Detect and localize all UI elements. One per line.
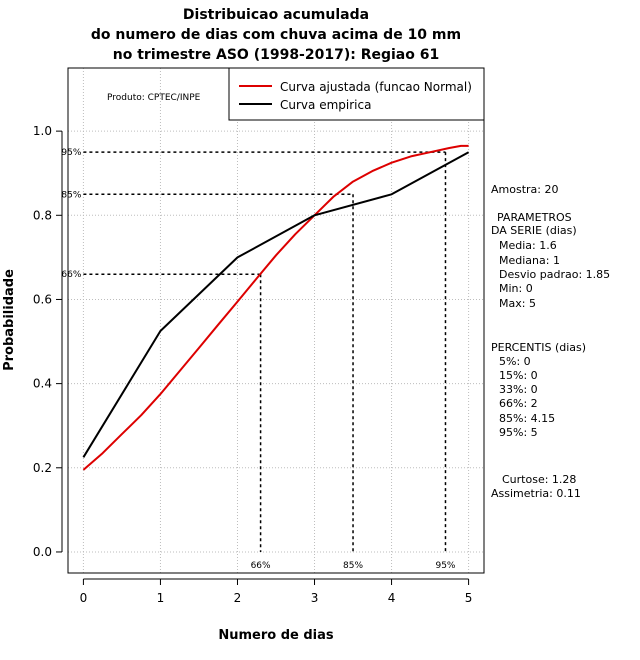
legend-label-fitted: Curva ajustada (funcao Normal) [280, 80, 472, 94]
series-line-0 [82, 144, 469, 471]
stat-max: Max: 5 [499, 297, 536, 310]
chart-title-line-1: Distribuicao acumulada [183, 7, 369, 23]
plot-frame [67, 67, 485, 574]
x-tick-label-4: 4 [388, 591, 396, 605]
y-tick-label-1: 0.2 [33, 461, 52, 475]
stat-p5: 5%: 0 [499, 355, 531, 368]
stat-p15: 15%: 0 [499, 369, 538, 382]
stat-p85: 85%: 4.15 [499, 412, 556, 425]
stat-parametros-title: PARAMETROS [497, 211, 572, 224]
legend-box [228, 67, 485, 121]
y-tick-label-2: 0.4 [33, 377, 52, 391]
percentile-label-y-1: 85% [61, 190, 81, 200]
x-tick-label-2: 2 [234, 591, 242, 605]
legend-label-empirical: Curva empirica [280, 98, 371, 112]
producer-note: Produto: CPTEC/INPE [107, 93, 201, 103]
stat-assimetria: Assimetria: 0.11 [491, 487, 581, 500]
percentile-label-x-2: 95% [435, 561, 455, 571]
y-tick-label-5: 1.0 [33, 124, 52, 138]
y-tick-label-0: 0.0 [33, 545, 52, 559]
x-tick-label-0: 0 [80, 591, 88, 605]
chart-title-line-2: do numero de dias com chuva acima de 10 … [91, 27, 461, 43]
x-tick-label-3: 3 [311, 591, 319, 605]
y-axis-label: Probabilidade [2, 269, 17, 371]
percentile-label-y-0: 66% [61, 270, 81, 280]
stat-amostra: Amostra: 20 [491, 183, 559, 196]
chart-title-line-3: no trimestre ASO (1998-2017): Regiao 61 [113, 47, 439, 63]
x-tick-label-1: 1 [157, 591, 165, 605]
y-tick-label-4: 0.8 [33, 208, 52, 222]
percentile-markers: 66% 66% 85% 85% 95% 95% [61, 148, 456, 571]
series-lines [82, 144, 470, 471]
grid-lines [68, 68, 484, 573]
stat-mediana: Mediana: 1 [499, 254, 560, 267]
stat-parametros-sub: DA SERIE (dias) [491, 224, 577, 237]
stat-curtose: Curtose: 1.28 [502, 473, 577, 486]
stat-desvio: Desvio padrao: 1.85 [499, 268, 611, 281]
stat-media: Media: 1.6 [499, 239, 557, 252]
legend: Curva ajustada (funcao Normal) Curva emp… [228, 67, 485, 121]
stat-percentis-title: PERCENTIS (dias) [491, 341, 587, 354]
percentile-label-y-2: 95% [61, 148, 81, 158]
stat-p33: 33%: 0 [499, 383, 538, 396]
percentile-label-x-1: 85% [343, 561, 363, 571]
percentile-label-x-0: 66% [251, 561, 271, 571]
stat-min: Min: 0 [499, 282, 533, 295]
axes: 0 1 2 3 4 5 0.0 0.2 0.4 0.6 0.8 1.0 [33, 124, 473, 605]
y-tick-label-3: 0.6 [33, 292, 52, 306]
stat-p95: 95%: 5 [499, 426, 538, 439]
x-tick-label-5: 5 [465, 591, 473, 605]
x-axis-label: Numero de dias [218, 628, 334, 643]
series-line-1 [82, 151, 470, 458]
stat-p66: 66%: 2 [499, 397, 538, 410]
